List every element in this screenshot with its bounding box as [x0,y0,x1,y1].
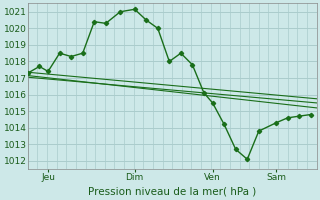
X-axis label: Pression niveau de la mer( hPa ): Pression niveau de la mer( hPa ) [88,187,256,197]
